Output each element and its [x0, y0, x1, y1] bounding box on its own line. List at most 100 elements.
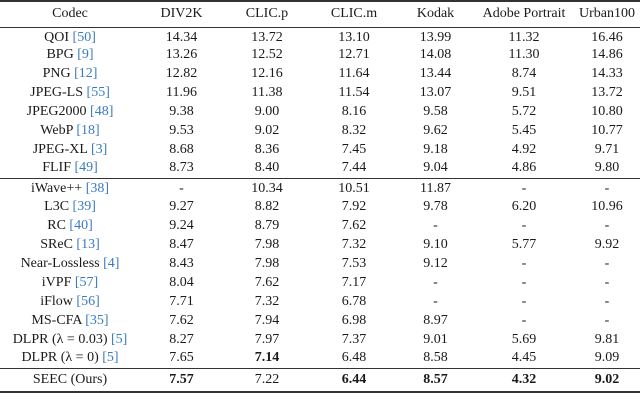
table-row: DLPR (λ = 0) [5] 7.65 7.14 6.48 8.58 4.45 9.09 [0, 349, 640, 369]
codec-name: L3C [44, 198, 70, 214]
value-cell: 7.14 [223, 349, 311, 369]
citation-link[interactable]: [13] [76, 236, 100, 252]
value-cell: 14.34 [165, 29, 198, 45]
citation-link[interactable]: [18] [76, 122, 100, 138]
table-row: WebP [18] 9.53 9.02 8.32 9.62 5.45 10.77 [0, 121, 640, 140]
value-cell: 9.09 [574, 349, 640, 369]
value-cell: 13.10 [338, 29, 370, 45]
value-cell: 8.73 [140, 159, 223, 179]
codec-cell: DLPR (λ = 0) [5] [0, 349, 140, 369]
table-row: iFlow [56] 7.71 7.32 6.78 - - - [0, 292, 640, 311]
citation-link[interactable]: [56] [76, 293, 100, 309]
table-row: iWave++ [38] - 10.34 10.51 11.87 - - [0, 178, 640, 197]
value-cell: 7.62 [341, 217, 367, 233]
value-cell: - [521, 255, 527, 271]
table-row: JPEG-XL [3] 8.68 8.36 7.45 9.18 4.92 9.71 [0, 140, 640, 159]
citation-link[interactable]: [3] [90, 141, 108, 157]
citation-link[interactable]: [39] [72, 198, 96, 214]
value-cell: 14.86 [591, 47, 623, 63]
citation-link[interactable]: [40] [69, 217, 93, 233]
codec-name: JPEG-LS [30, 85, 84, 101]
value-cell: 8.43 [169, 255, 194, 271]
value-cell: 13.44 [419, 66, 452, 82]
value-cell: 4.86 [474, 159, 574, 179]
codec-cell: RC [40] [0, 216, 140, 235]
column-header-urban100: Urban100 [574, 0, 640, 28]
value-cell: 10.77 [591, 122, 623, 138]
value-cell: 6.78 [341, 293, 367, 309]
value-cell: 8.74 [511, 66, 537, 82]
value-cell: 7.62 [254, 274, 280, 290]
citation-link[interactable]: [4] [103, 255, 120, 271]
citation-link[interactable]: [38] [85, 180, 110, 196]
value-cell: - [179, 180, 184, 196]
value-cell: 7.32 [254, 293, 280, 309]
codec-name: DLPR (λ = 0) [21, 349, 99, 365]
citation-link[interactable]: [5] [102, 349, 119, 365]
value-cell: 11.87 [420, 180, 451, 196]
value-cell: 8.79 [254, 217, 280, 233]
header-row: Codec DIV2K CLIC.p CLIC.m Kodak Adobe Po… [0, 0, 640, 28]
value-cell: 10.80 [591, 104, 623, 119]
citation-link[interactable]: [55] [86, 85, 110, 101]
value-cell: - [604, 274, 610, 290]
value-cell: 8.58 [397, 349, 474, 369]
codec-name: DLPR (λ = 0.03) [12, 331, 108, 347]
value-cell: 7.62 [169, 312, 194, 328]
codec-name: iFlow [40, 293, 73, 309]
citation-link[interactable]: [35] [85, 312, 109, 328]
value-cell: 8.57 [397, 368, 474, 394]
value-cell: 8.04 [169, 274, 194, 290]
value-cell: 4.32 [474, 368, 574, 394]
value-cell: - [521, 274, 527, 290]
citation-link[interactable]: [9] [77, 47, 94, 63]
value-cell: 12.16 [251, 66, 283, 82]
value-cell: - [604, 217, 610, 233]
codec-name: RC [47, 217, 66, 233]
value-cell: 12.52 [251, 47, 283, 63]
codec-name: Near-Lossless [20, 255, 100, 271]
citation-link[interactable]: [49] [74, 159, 98, 175]
citation-link[interactable]: [50] [72, 29, 96, 45]
value-cell: 13.72 [251, 29, 283, 45]
column-header-adobe-portrait: Adobe Portrait [474, 0, 574, 28]
value-cell: - [521, 312, 527, 328]
value-cell: 11.32 [508, 29, 540, 45]
value-cell: 7.98 [254, 255, 280, 271]
codec-cell: QOI [50] [0, 27, 140, 46]
value-cell: 9.71 [594, 141, 620, 157]
value-cell: 9.38 [169, 104, 194, 119]
table-row: SReC [13] 8.47 7.98 7.32 9.10 5.77 9.92 [0, 235, 640, 254]
value-cell: 8.36 [254, 141, 280, 157]
codec-cell: iFlow [56] [0, 292, 140, 311]
table-row: PNG [12] 12.82 12.16 11.64 13.44 8.74 14.33 [0, 65, 640, 84]
citation-link[interactable]: [5] [110, 331, 128, 347]
value-cell: 4.45 [474, 349, 574, 369]
codec-cell: JPEG2000 [48] [0, 103, 140, 122]
value-cell: 12.71 [338, 47, 370, 63]
value-cell: 10.34 [251, 180, 283, 196]
codec-cell: JPEG-XL [3] [0, 140, 140, 159]
value-cell: 7.45 [341, 141, 367, 157]
value-cell: 7.65 [140, 349, 223, 369]
codec-name: iVPF [41, 274, 72, 290]
citation-link[interactable]: [12] [74, 66, 98, 82]
column-header-clic-m: CLIC.m [311, 0, 397, 28]
value-cell: - [604, 255, 610, 271]
table-row: SEEC (Ours) 7.57 7.22 6.44 8.57 4.32 9.02 [0, 368, 640, 394]
value-cell: 6.98 [341, 312, 367, 328]
codec-cell: DLPR (λ = 0.03) [5] [0, 330, 140, 349]
codec-name: SReC [40, 236, 73, 252]
value-cell: 9.62 [423, 122, 448, 138]
citation-link[interactable]: [48] [90, 104, 114, 119]
citation-link[interactable]: [57] [74, 274, 99, 290]
value-cell: 9.01 [423, 331, 448, 347]
value-cell: - [433, 217, 438, 233]
value-cell: 7.71 [169, 293, 194, 309]
value-cell: 9.10 [423, 236, 448, 252]
value-cell: - [604, 312, 610, 328]
value-cell: 7.92 [341, 198, 367, 214]
codec-name: WebP [40, 122, 73, 138]
value-cell: 13.72 [591, 85, 623, 101]
results-table: Codec DIV2K CLIC.p CLIC.m Kodak Adobe Po… [0, 0, 640, 394]
